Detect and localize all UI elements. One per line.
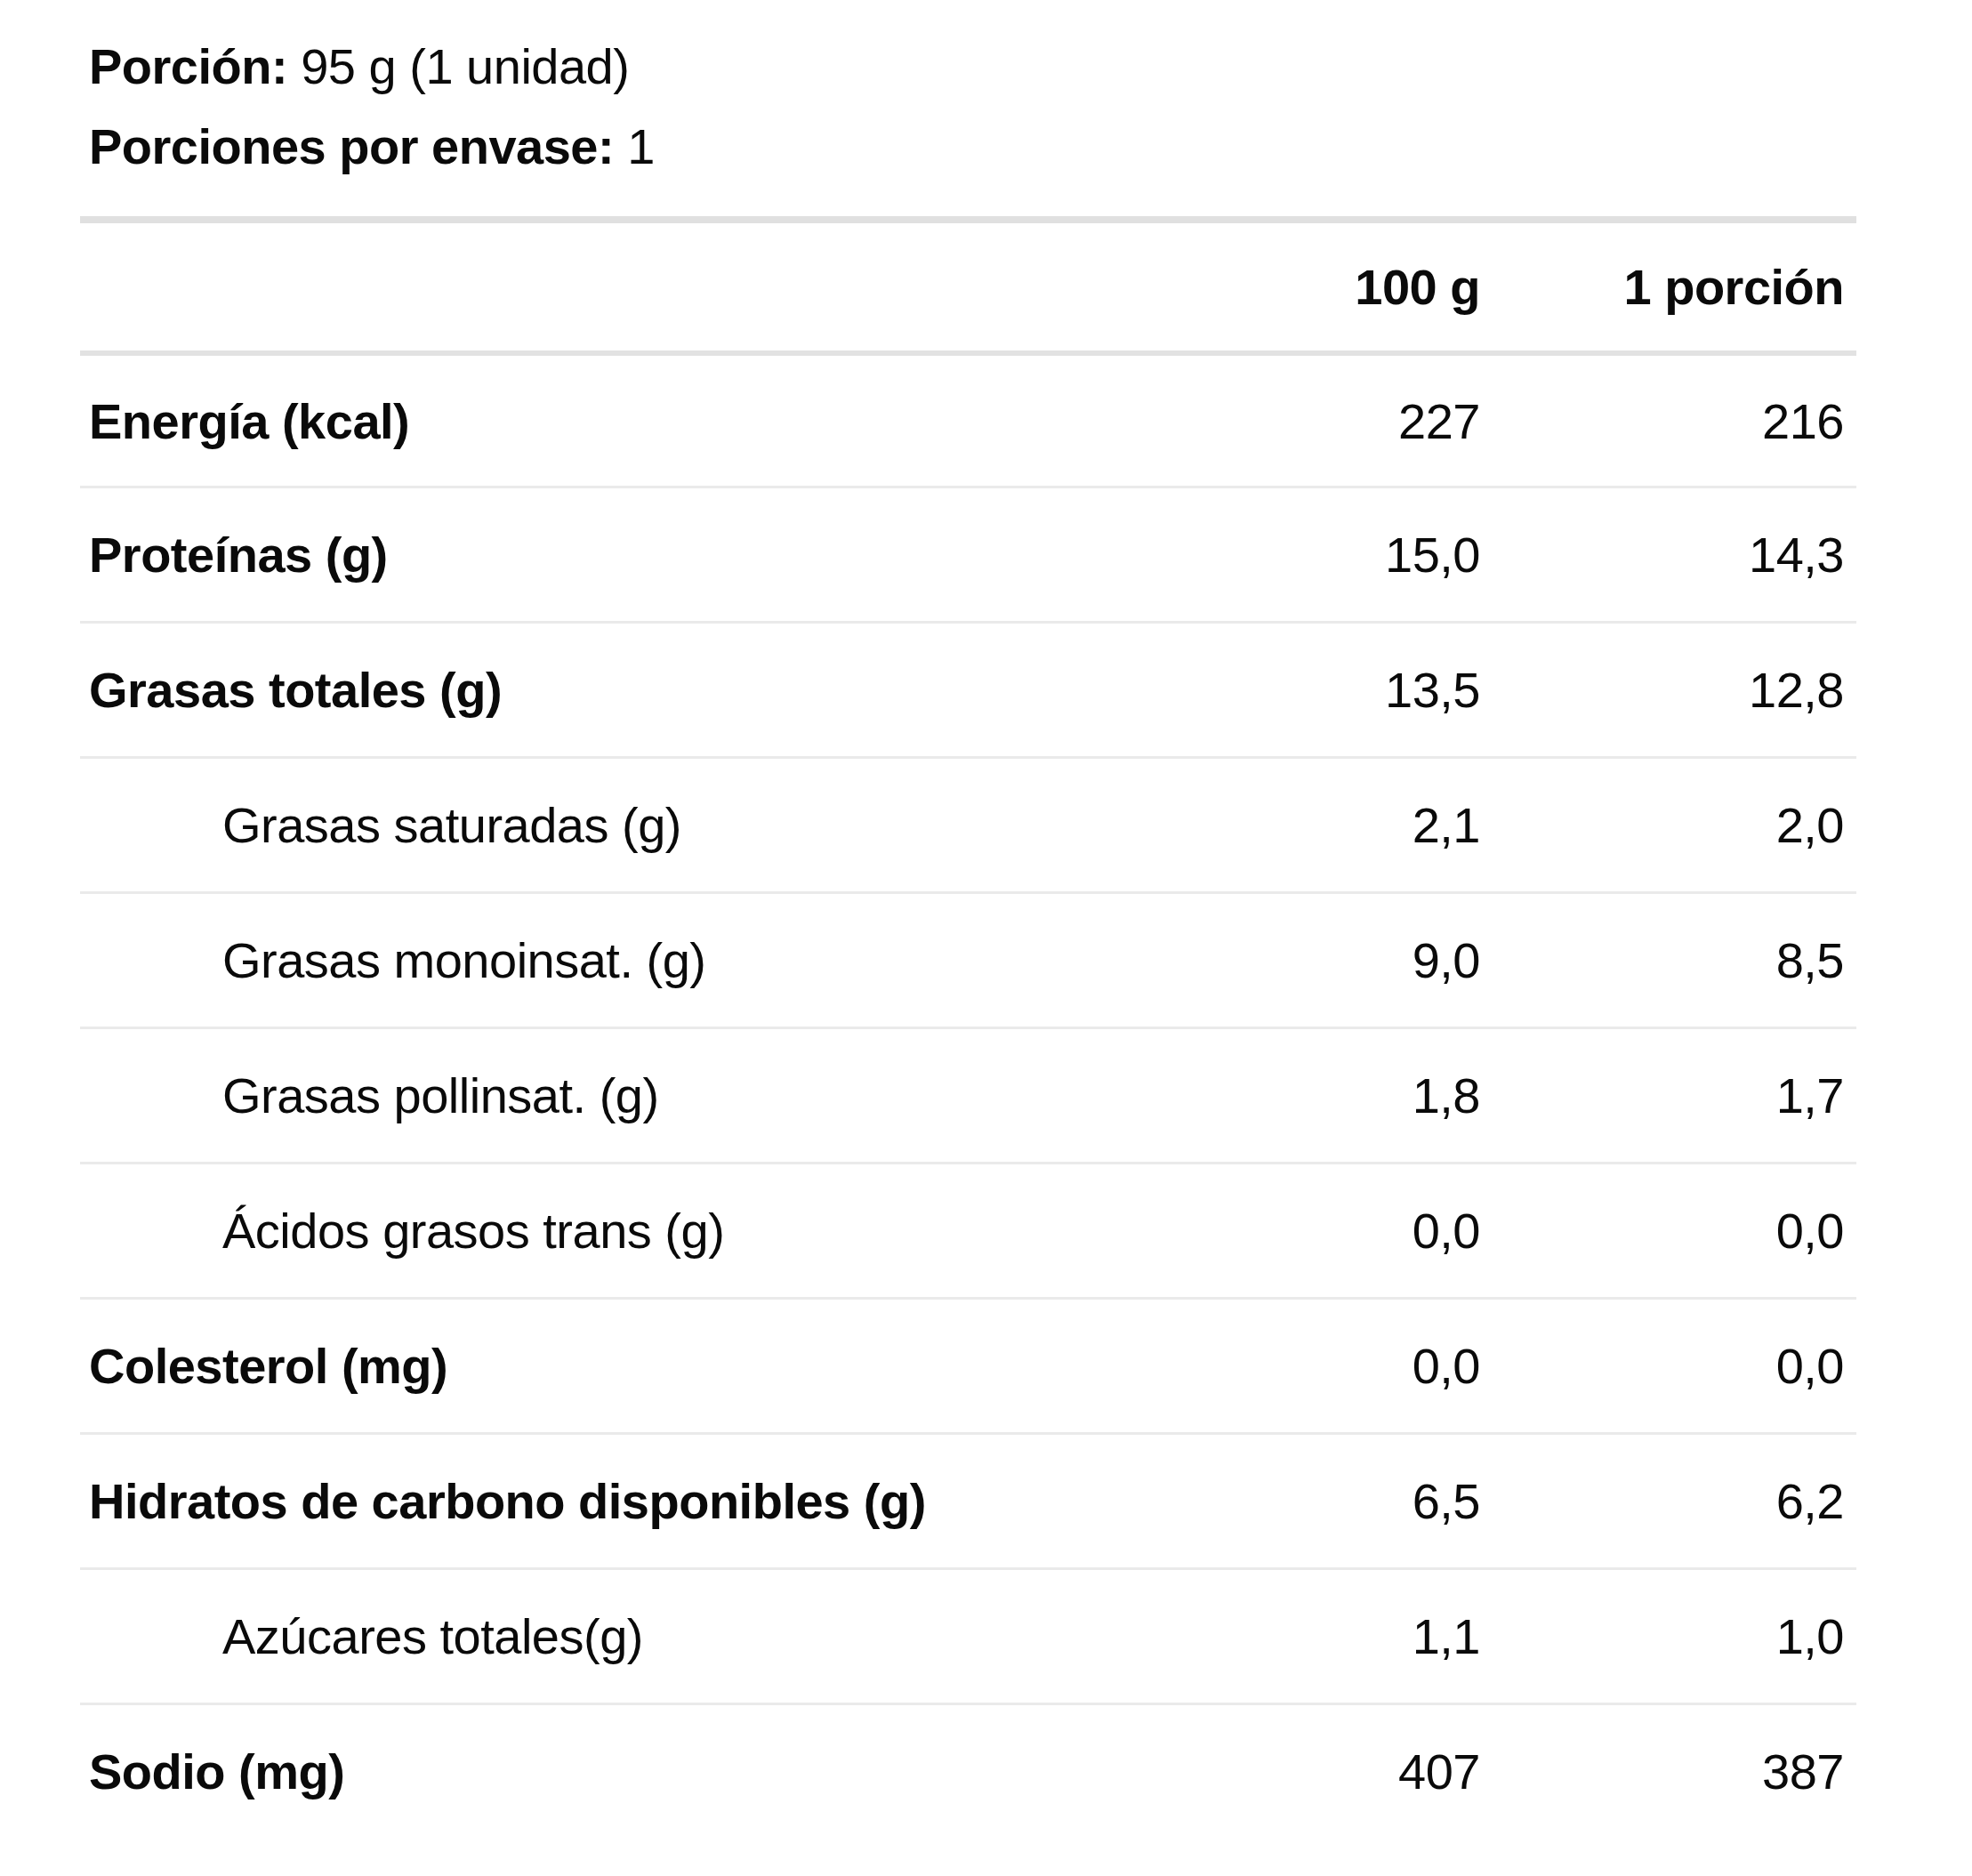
- row-value-portion: 12,8: [1554, 661, 1856, 719]
- row-label: Grasas saturadas (g): [80, 796, 1252, 854]
- row-value-100g: 0,0: [1252, 1202, 1554, 1260]
- table-row: Grasas saturadas (g) 2,1 2,0: [80, 756, 1856, 891]
- row-value-portion: 1,0: [1554, 1607, 1856, 1665]
- row-value-100g: 227: [1252, 392, 1554, 450]
- row-value-portion: 1,7: [1554, 1067, 1856, 1124]
- table-row: Proteínas (g) 15,0 14,3: [80, 486, 1856, 621]
- portion-line: Porción: 95 g (1 unidad): [89, 27, 1856, 107]
- row-value-100g: 1,8: [1252, 1067, 1554, 1124]
- table-row: Grasas totales (g) 13,5 12,8: [80, 621, 1856, 756]
- row-label: Grasas pollinsat. (g): [80, 1067, 1252, 1124]
- row-value-100g: 2,1: [1252, 796, 1554, 854]
- row-label: Ácidos grasos trans (g): [80, 1202, 1252, 1260]
- row-value-portion: 0,0: [1554, 1337, 1856, 1395]
- table-row: Colesterol (mg) 0,0 0,0: [80, 1297, 1856, 1432]
- row-value-portion: 216: [1554, 392, 1856, 450]
- row-value-100g: 0,0: [1252, 1337, 1554, 1395]
- row-label: Sodio (mg): [80, 1743, 1252, 1800]
- row-value-100g: 1,1: [1252, 1607, 1554, 1665]
- table-row: Grasas pollinsat. (g) 1,8 1,7: [80, 1027, 1856, 1162]
- row-value-100g: 6,5: [1252, 1472, 1554, 1530]
- servings-label: Porciones por envase:: [89, 118, 614, 174]
- table-row: Hidratos de carbono disponibles (g) 6,5 …: [80, 1432, 1856, 1567]
- nutrition-table: 100 g 1 porción Energía (kcal) 227 216 P…: [80, 216, 1856, 1838]
- table-header-row: 100 g 1 porción: [80, 216, 1856, 350]
- portion-label: Porción:: [89, 38, 287, 94]
- row-label: Grasas totales (g): [80, 661, 1252, 719]
- table-row: Energía (kcal) 227 216: [80, 350, 1856, 486]
- row-value-portion: 6,2: [1554, 1472, 1856, 1530]
- row-label: Proteínas (g): [80, 526, 1252, 584]
- row-value-portion: 8,5: [1554, 931, 1856, 989]
- row-value-100g: 9,0: [1252, 931, 1554, 989]
- row-label: Grasas monoinsat. (g): [80, 931, 1252, 989]
- column-header-portion: 1 porción: [1554, 258, 1856, 316]
- table-row: Azúcares totales(g) 1,1 1,0: [80, 1567, 1856, 1703]
- column-header-100g: 100 g: [1252, 258, 1554, 316]
- row-value-portion: 14,3: [1554, 526, 1856, 584]
- servings-value: 1: [627, 118, 655, 174]
- table-row: Sodio (mg) 407 387: [80, 1703, 1856, 1838]
- row-value-100g: 13,5: [1252, 661, 1554, 719]
- row-value-portion: 0,0: [1554, 1202, 1856, 1260]
- row-value-100g: 407: [1252, 1743, 1554, 1800]
- row-value-portion: 2,0: [1554, 796, 1856, 854]
- portion-value: 95 g (1 unidad): [301, 38, 629, 94]
- serving-info: Porción: 95 g (1 unidad) Porciones por e…: [80, 27, 1856, 187]
- row-value-portion: 387: [1554, 1743, 1856, 1800]
- row-label: Colesterol (mg): [80, 1337, 1252, 1395]
- table-row: Grasas monoinsat. (g) 9,0 8,5: [80, 891, 1856, 1027]
- row-label: Energía (kcal): [80, 392, 1252, 450]
- servings-line: Porciones por envase: 1: [89, 107, 1856, 187]
- nutrition-panel: Porción: 95 g (1 unidad) Porciones por e…: [0, 0, 1972, 1838]
- row-label: Hidratos de carbono disponibles (g): [80, 1472, 1252, 1530]
- row-label: Azúcares totales(g): [80, 1607, 1252, 1665]
- table-row: Ácidos grasos trans (g) 0,0 0,0: [80, 1162, 1856, 1297]
- row-value-100g: 15,0: [1252, 526, 1554, 584]
